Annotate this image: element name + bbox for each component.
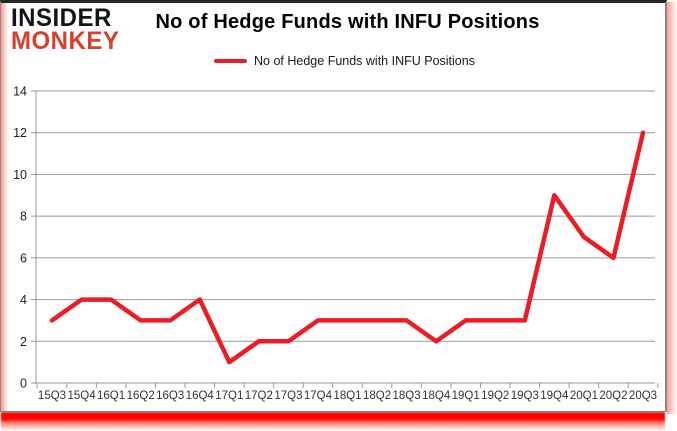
svg-text:19Q3: 19Q3 xyxy=(511,390,539,402)
svg-text:16Q1: 16Q1 xyxy=(97,390,125,402)
legend-label: No of Hedge Funds with INFU Positions xyxy=(254,54,475,68)
logo-text-insider: INSIDER xyxy=(11,3,112,32)
svg-text:14: 14 xyxy=(13,85,27,99)
svg-text:17Q2: 17Q2 xyxy=(245,390,273,402)
svg-text:4: 4 xyxy=(20,293,27,307)
logo-text-monkey: MONKEY xyxy=(11,26,120,55)
svg-text:19Q4: 19Q4 xyxy=(540,390,569,402)
svg-text:16Q2: 16Q2 xyxy=(127,390,155,402)
svg-text:17Q3: 17Q3 xyxy=(274,390,302,402)
svg-text:19Q1: 19Q1 xyxy=(452,390,480,402)
svg-text:8: 8 xyxy=(20,210,27,224)
axes-and-ticks xyxy=(31,90,659,388)
svg-text:20Q3: 20Q3 xyxy=(629,390,657,402)
svg-text:20Q2: 20Q2 xyxy=(599,390,627,402)
svg-text:17Q4: 17Q4 xyxy=(304,390,333,402)
legend: No of Hedge Funds with INFU Positions xyxy=(0,54,667,68)
insider-monkey-logo: INSIDER MONKEY xyxy=(11,3,120,55)
svg-text:18Q4: 18Q4 xyxy=(422,390,451,402)
svg-text:16Q3: 16Q3 xyxy=(156,390,184,402)
svg-text:6: 6 xyxy=(20,251,27,265)
chart-title: No of Hedge Funds with INFU Positions xyxy=(155,11,540,33)
svg-text:19Q2: 19Q2 xyxy=(481,390,509,402)
svg-text:16Q4: 16Q4 xyxy=(186,390,215,402)
svg-text:18Q3: 18Q3 xyxy=(393,390,421,402)
svg-text:10: 10 xyxy=(13,168,27,182)
svg-text:2: 2 xyxy=(20,335,27,349)
svg-text:20Q1: 20Q1 xyxy=(570,390,598,402)
x-axis-labels: 15Q3 15Q4 16Q1 16Q2 16Q3 16Q4 17Q1 17Q2 17Q3 17Q4… xyxy=(38,390,657,402)
chart-card xyxy=(0,0,667,412)
gridlines xyxy=(36,90,655,384)
svg-text:18Q1: 18Q1 xyxy=(333,390,361,402)
legend-line-swatch xyxy=(214,58,248,64)
svg-text:18Q2: 18Q2 xyxy=(363,390,391,402)
svg-text:12: 12 xyxy=(13,126,27,140)
y-axis-labels: 0 2 4 6 8 10 12 14 xyxy=(13,85,27,391)
svg-text:0: 0 xyxy=(20,377,27,391)
series-line-hedge-funds xyxy=(49,130,646,365)
svg-text:15Q4: 15Q4 xyxy=(67,390,96,402)
svg-text:15Q3: 15Q3 xyxy=(38,390,66,402)
svg-text:17Q1: 17Q1 xyxy=(215,390,243,402)
